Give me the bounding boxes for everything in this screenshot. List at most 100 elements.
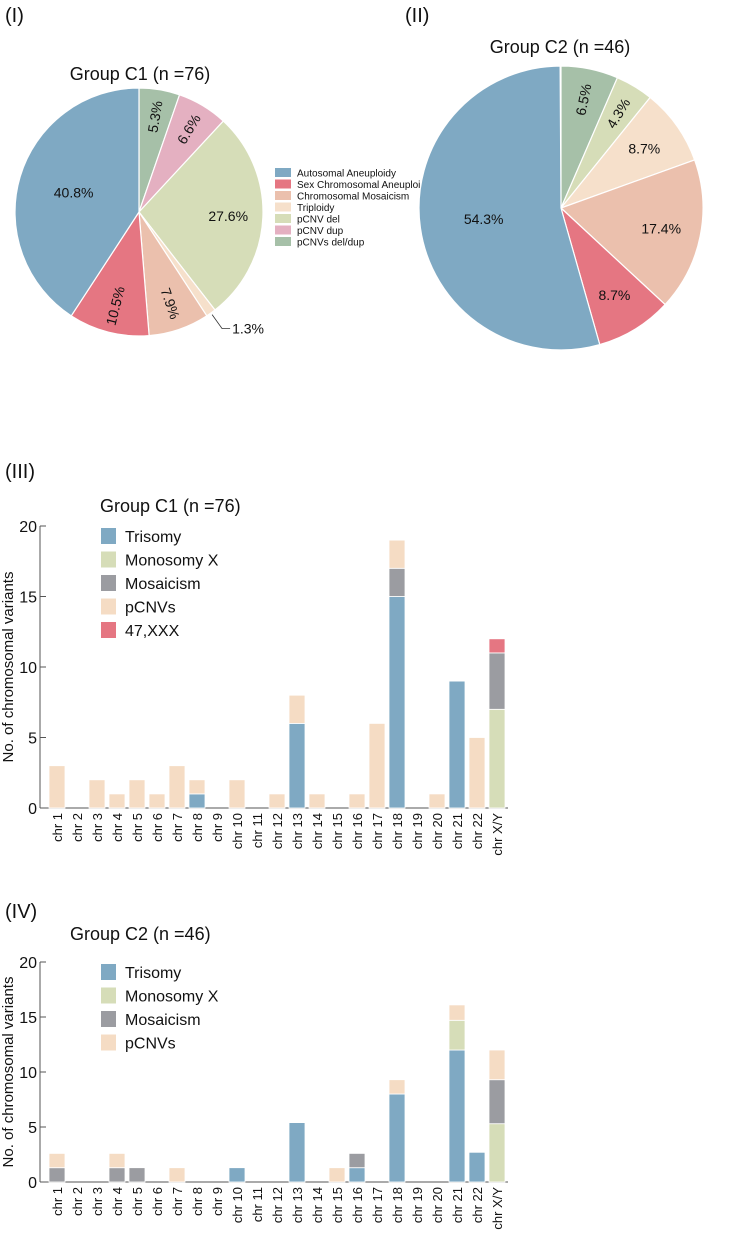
legend-swatch — [101, 1034, 116, 1051]
legend-swatch — [275, 191, 291, 200]
x-tick-label: chr 2 — [70, 813, 85, 842]
x-tick-label: chr 12 — [270, 1187, 285, 1223]
legend-swatch — [101, 1011, 116, 1027]
bar-segment — [488, 1123, 506, 1183]
bar-segment — [448, 1019, 466, 1051]
x-tick-label: chr 4 — [110, 1187, 125, 1216]
legend-swatch — [101, 575, 116, 591]
pie-c2-title: Group C2 (n =46) — [490, 37, 631, 57]
x-tick-label: chr 21 — [450, 813, 465, 849]
x-tick-label: chr 6 — [150, 813, 165, 842]
y-tick-label: 15 — [19, 1010, 37, 1027]
x-tick-label: chr 18 — [390, 1187, 405, 1223]
bar-segment — [228, 1167, 246, 1183]
x-tick-label: chr 19 — [410, 1187, 425, 1223]
slice-label: 27.6% — [208, 208, 248, 224]
bar-segment — [308, 793, 326, 809]
legend-label: Trisomy — [125, 529, 181, 546]
legend-swatch — [275, 168, 291, 177]
y-tick-label: 15 — [19, 590, 37, 607]
x-tick-label: chr 5 — [130, 813, 145, 842]
bar-segment — [468, 737, 486, 809]
bar-segment — [288, 1122, 306, 1183]
y-tick-label: 5 — [28, 731, 37, 748]
leader-line — [211, 314, 231, 330]
slice-label: 1.3% — [232, 321, 264, 337]
bar-c2-title: Group C2 (n =46) — [70, 924, 211, 944]
x-tick-label: chr 3 — [90, 813, 105, 842]
x-tick-label: chr 7 — [170, 1187, 185, 1216]
x-tick-label: chr 11 — [250, 1187, 265, 1222]
x-tick-label: chr X/Y — [490, 813, 505, 856]
bar-segment — [468, 1151, 486, 1183]
legend-label: Chromosomal Mosaicism — [297, 192, 409, 203]
pie-slice — [70, 210, 150, 337]
bar-segment — [128, 779, 146, 809]
slice-label: 8.7% — [628, 141, 660, 157]
legend-label: pCNV dup — [297, 226, 344, 237]
x-tick-label: chr 19 — [410, 813, 425, 849]
legend-swatch — [275, 237, 291, 246]
bar-segment — [108, 1153, 126, 1169]
x-tick-label: chr 4 — [110, 813, 125, 842]
legend-label: Mosaicism — [125, 576, 201, 593]
x-tick-label: chr 14 — [310, 1187, 325, 1223]
bar-segment — [88, 779, 106, 809]
bar-segment — [328, 1167, 346, 1183]
x-tick-label: chr 16 — [350, 813, 365, 849]
bar-segment — [288, 694, 306, 724]
x-tick-label: chr 13 — [290, 1187, 305, 1223]
bar-segment — [48, 1153, 66, 1169]
bar-segment — [388, 1079, 406, 1095]
bar-segment — [168, 1167, 186, 1183]
legend-label: Sex Chromosomal Aneuploidy — [297, 180, 431, 191]
y-axis-label: No. of chromosomal variants — [0, 977, 17, 1168]
legend-swatch — [275, 202, 291, 212]
x-tick-label: chr 8 — [190, 1187, 205, 1216]
x-tick-label: chr 1 — [50, 1187, 65, 1216]
pie-c1-title: Group C1 (n =76) — [70, 64, 211, 84]
slice-label: 8.7% — [598, 287, 630, 303]
x-tick-label: chr 16 — [350, 1187, 365, 1223]
bar-segment — [348, 1167, 366, 1183]
x-tick-label: chr 18 — [390, 813, 405, 849]
y-tick-label: 0 — [28, 1175, 37, 1192]
x-tick-label: chr 20 — [430, 813, 445, 849]
x-tick-label: chr 9 — [210, 1187, 225, 1216]
legend-label: Trisomy — [125, 965, 181, 982]
bar-segment — [128, 1167, 146, 1183]
legend-label: Monosomy X — [125, 989, 219, 1006]
bar-segment — [48, 765, 66, 809]
slice-label: 6.5% — [572, 82, 594, 117]
bar-segment — [348, 793, 366, 809]
x-tick-label: chr 15 — [330, 813, 345, 849]
bar-segment — [488, 1049, 506, 1081]
panel-label-ii: (II) — [405, 5, 429, 27]
x-tick-label: chr 22 — [470, 1187, 485, 1223]
bar-segment — [228, 779, 246, 809]
panel-label-iv: (IV) — [5, 901, 37, 923]
bar-segment — [288, 723, 306, 809]
legend-swatch — [101, 964, 116, 980]
legend-label: Mosaicism — [125, 1012, 201, 1029]
x-tick-label: chr 10 — [230, 813, 245, 849]
x-tick-label: chr 1 — [50, 813, 65, 842]
bar-segment — [348, 1153, 366, 1169]
y-tick-label: 10 — [19, 660, 37, 677]
bar-segment — [168, 765, 186, 809]
bar-segment — [488, 638, 506, 654]
x-tick-label: chr 2 — [70, 1187, 85, 1216]
legend-label: 47,XXX — [125, 623, 180, 640]
x-tick-label: chr 6 — [150, 1187, 165, 1216]
legend-swatch — [101, 528, 116, 544]
x-tick-label: chr 12 — [270, 813, 285, 849]
bar-segment — [48, 1167, 66, 1183]
x-tick-label: chr 22 — [470, 813, 485, 849]
slice-label: 40.8% — [54, 185, 94, 201]
bar-segment — [448, 1004, 466, 1021]
bar-segment — [388, 539, 406, 569]
bar-segment — [488, 1079, 506, 1125]
bar-segment — [428, 793, 446, 809]
panel-label-i: (I) — [5, 5, 24, 27]
